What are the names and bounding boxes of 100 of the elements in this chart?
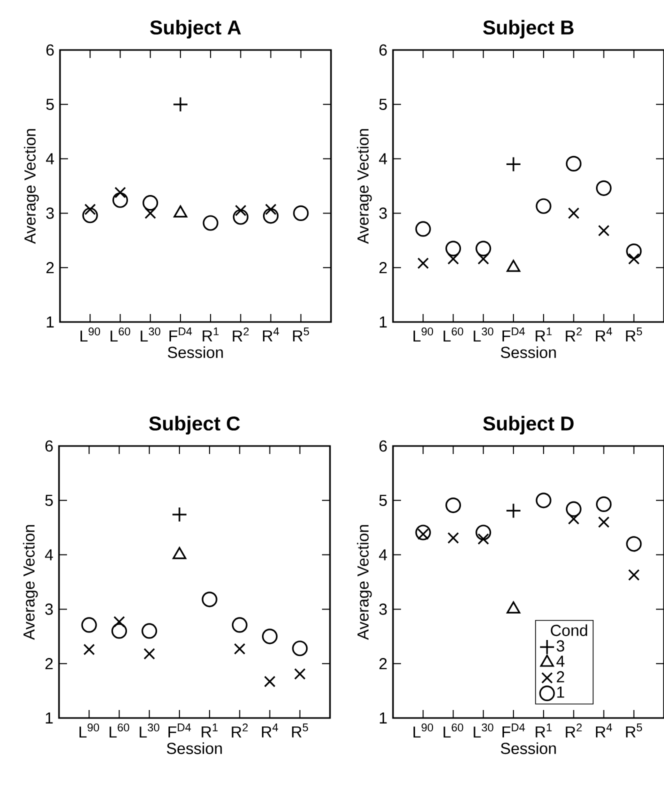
x-tick-label: L$^{60}$ bbox=[444, 328, 464, 342]
x-tick-label: R$^{5}$ bbox=[292, 724, 308, 738]
point bbox=[234, 643, 246, 655]
legend-label: 3 bbox=[556, 640, 564, 652]
point bbox=[293, 205, 309, 221]
point bbox=[172, 96, 188, 112]
y-tick-label: 1 bbox=[380, 712, 387, 724]
point bbox=[415, 524, 431, 540]
y-tick-label: 5 bbox=[45, 494, 53, 506]
point bbox=[447, 532, 459, 544]
y-tick-label: 4 bbox=[44, 549, 54, 560]
x-tick-label: R$^{2}$ bbox=[232, 328, 249, 342]
y-tick-label: 1 bbox=[46, 712, 53, 724]
y-tick-label: 6 bbox=[379, 440, 387, 452]
point bbox=[81, 617, 97, 633]
y-tick-label: 1 bbox=[380, 316, 387, 328]
point bbox=[172, 506, 188, 522]
point bbox=[202, 592, 218, 608]
chart-title: Subject C bbox=[149, 416, 240, 435]
point bbox=[262, 628, 278, 644]
x-tick-label: L$^{30}$ bbox=[140, 724, 160, 738]
x-tick-label: L$^{30}$ bbox=[474, 328, 494, 342]
x-axis-title: Session bbox=[166, 742, 222, 754]
y-tick-label: 2 bbox=[379, 262, 387, 274]
legend-label: 2 bbox=[556, 671, 564, 682]
y-tick-label: 3 bbox=[45, 604, 53, 615]
x-tick-label: L$^{60}$ bbox=[110, 724, 130, 738]
point bbox=[202, 215, 218, 231]
x-tick-label: R$^{4}$ bbox=[262, 724, 278, 738]
y-tick-label: 1 bbox=[46, 316, 54, 328]
x-tick-label: R$^{1}$ bbox=[536, 328, 552, 342]
x-tick-label: L$^{90}$ bbox=[414, 328, 434, 342]
y-tick-label: 3 bbox=[46, 208, 54, 219]
point bbox=[568, 207, 580, 219]
point bbox=[598, 516, 610, 528]
point bbox=[142, 195, 158, 211]
x-tick-label: R$^{4}$ bbox=[262, 328, 280, 342]
x-tick-label: R$^{2}$ bbox=[566, 328, 582, 342]
point bbox=[144, 207, 156, 219]
chart-title: Subject D bbox=[483, 416, 574, 435]
point bbox=[144, 648, 156, 660]
y-axis-title: Average Vection bbox=[356, 525, 372, 640]
point bbox=[415, 221, 431, 237]
y-axis-title: Average Vection bbox=[356, 129, 372, 244]
point bbox=[111, 623, 128, 639]
point bbox=[626, 536, 642, 552]
point bbox=[506, 502, 522, 519]
point bbox=[628, 253, 640, 265]
y-tick-label: 5 bbox=[379, 98, 387, 110]
y-tick-label: 2 bbox=[45, 658, 53, 670]
legend-title: Cond bbox=[550, 624, 588, 636]
point bbox=[294, 668, 306, 680]
y-axis-title: Average Vection bbox=[22, 525, 38, 640]
point bbox=[82, 208, 98, 224]
point bbox=[506, 156, 522, 172]
y-tick-label: 4 bbox=[378, 549, 388, 560]
x-tick-label: L$^{30}$ bbox=[474, 724, 494, 738]
x-axis-title: Session bbox=[500, 742, 556, 754]
point bbox=[596, 496, 612, 512]
x-tick-label: R$^{2}$ bbox=[566, 724, 582, 738]
x-tick-label: L$^{60}$ bbox=[110, 328, 130, 342]
x-tick-label: R$^{5}$ bbox=[293, 328, 310, 342]
x-tick-label: R$^{2}$ bbox=[232, 724, 248, 738]
point bbox=[628, 569, 640, 581]
point bbox=[83, 644, 95, 656]
y-axis-title: Average Vection bbox=[24, 129, 39, 244]
x-tick-label: R$^{4}$ bbox=[596, 328, 612, 342]
x-tick-label: L$^{60}$ bbox=[444, 724, 464, 738]
x-tick-label: R$^{5}$ bbox=[626, 724, 642, 738]
point bbox=[596, 180, 612, 196]
chart-title: Subject B bbox=[483, 20, 574, 39]
legend-label: 4 bbox=[556, 656, 564, 667]
y-tick-label: 6 bbox=[45, 440, 53, 452]
x-axis-title: Session bbox=[168, 346, 223, 358]
point bbox=[536, 198, 552, 214]
point bbox=[476, 240, 492, 256]
point bbox=[476, 524, 492, 540]
y-tick-label: 6 bbox=[46, 44, 54, 56]
y-tick-label: 2 bbox=[46, 262, 54, 274]
point bbox=[232, 617, 248, 633]
point bbox=[172, 547, 186, 560]
x-tick-label: R$^{1}$ bbox=[202, 328, 219, 342]
point bbox=[445, 240, 462, 256]
x-tick-label: R$^{5}$ bbox=[626, 328, 642, 342]
point bbox=[264, 676, 276, 688]
y-tick-label: 5 bbox=[379, 494, 387, 506]
x-tick-label: L$^{90}$ bbox=[414, 724, 434, 738]
point bbox=[142, 623, 158, 639]
x-tick-label: L$^{90}$ bbox=[80, 724, 100, 738]
x-tick-label: L$^{30}$ bbox=[140, 328, 160, 342]
point bbox=[598, 224, 610, 236]
x-tick-label: R$^{4}$ bbox=[596, 724, 612, 738]
point bbox=[568, 513, 580, 525]
x-tick-label: L$^{90}$ bbox=[80, 328, 100, 342]
x-tick-label: F$^{D4}$ bbox=[168, 724, 191, 738]
point bbox=[445, 497, 462, 514]
point bbox=[447, 253, 459, 265]
point bbox=[113, 616, 125, 628]
point bbox=[566, 501, 582, 517]
x-tick-label: F$^{D4}$ bbox=[502, 724, 525, 738]
